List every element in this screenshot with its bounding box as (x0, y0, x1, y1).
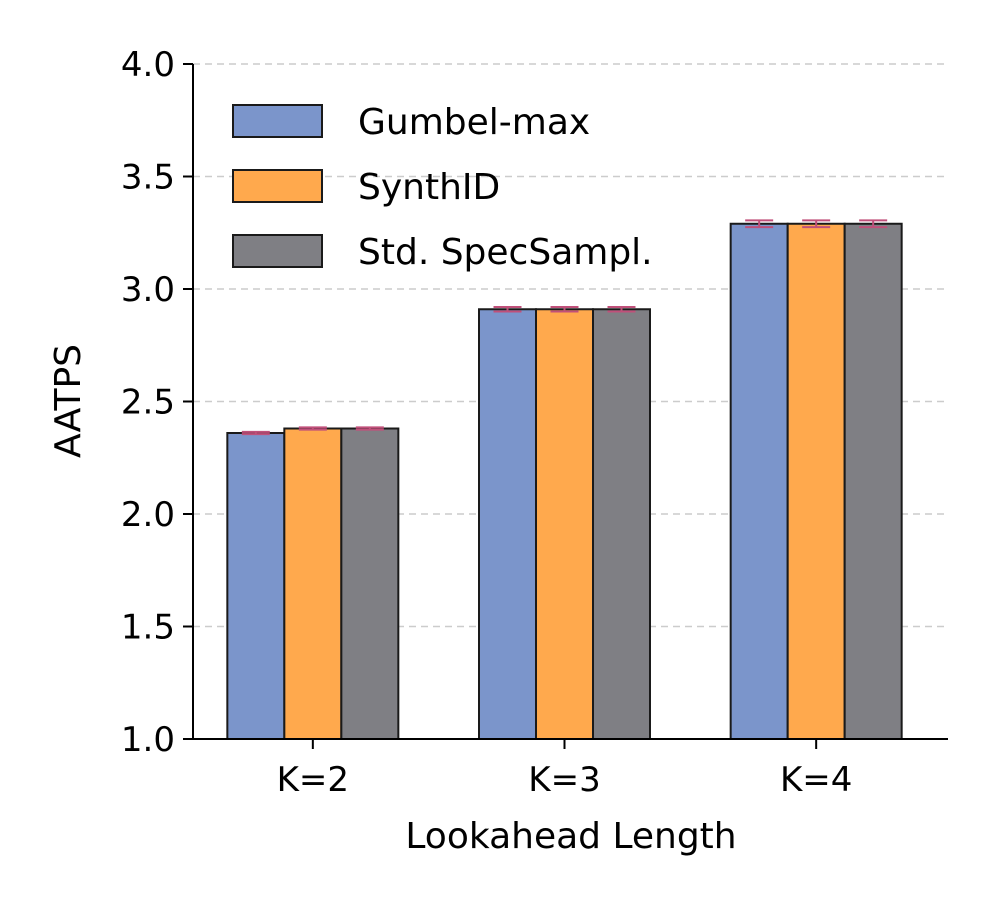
bar (729, 222, 789, 740)
error-bars (241, 219, 888, 436)
y-tick-label: 1.5 (121, 608, 175, 648)
bar (340, 427, 400, 740)
bar (843, 222, 903, 740)
y-tick-label: 2.5 (121, 383, 175, 423)
x-axis-label: Lookahead Length (405, 816, 736, 857)
y-tick-label: 2.0 (121, 495, 175, 535)
x-tick-label: K=4 (780, 760, 852, 800)
bar (226, 432, 286, 740)
x-tick-label: K=2 (277, 760, 349, 800)
legend-swatch (232, 104, 323, 138)
legend: Gumbel-max SynthID Std. SpecSampl. (232, 102, 653, 273)
bar (786, 222, 846, 740)
bar (283, 427, 343, 740)
legend-label: Gumbel-max (358, 102, 590, 143)
bar (592, 308, 651, 740)
bar (535, 308, 594, 740)
y-tick-label: 3.5 (121, 158, 175, 198)
x-tick-label: K=3 (528, 760, 600, 800)
y-axis-ticks: 1.0 1.5 2.0 2.5 3.0 3.5 4.0 (121, 45, 193, 760)
legend-label: SynthID (358, 167, 500, 208)
bar (478, 308, 537, 740)
legend-label: Std. SpecSampl. (358, 232, 653, 273)
y-tick-label: 1.0 (121, 720, 175, 760)
x-axis-ticks: K=2 K=3 K=4 (277, 739, 852, 800)
y-tick-label: 3.0 (121, 270, 175, 310)
y-axis-label: AATPS (48, 344, 89, 458)
y-tick-label: 4.0 (121, 45, 175, 85)
legend-swatch (232, 169, 323, 203)
legend-swatch (232, 234, 323, 268)
bars (226, 222, 903, 740)
